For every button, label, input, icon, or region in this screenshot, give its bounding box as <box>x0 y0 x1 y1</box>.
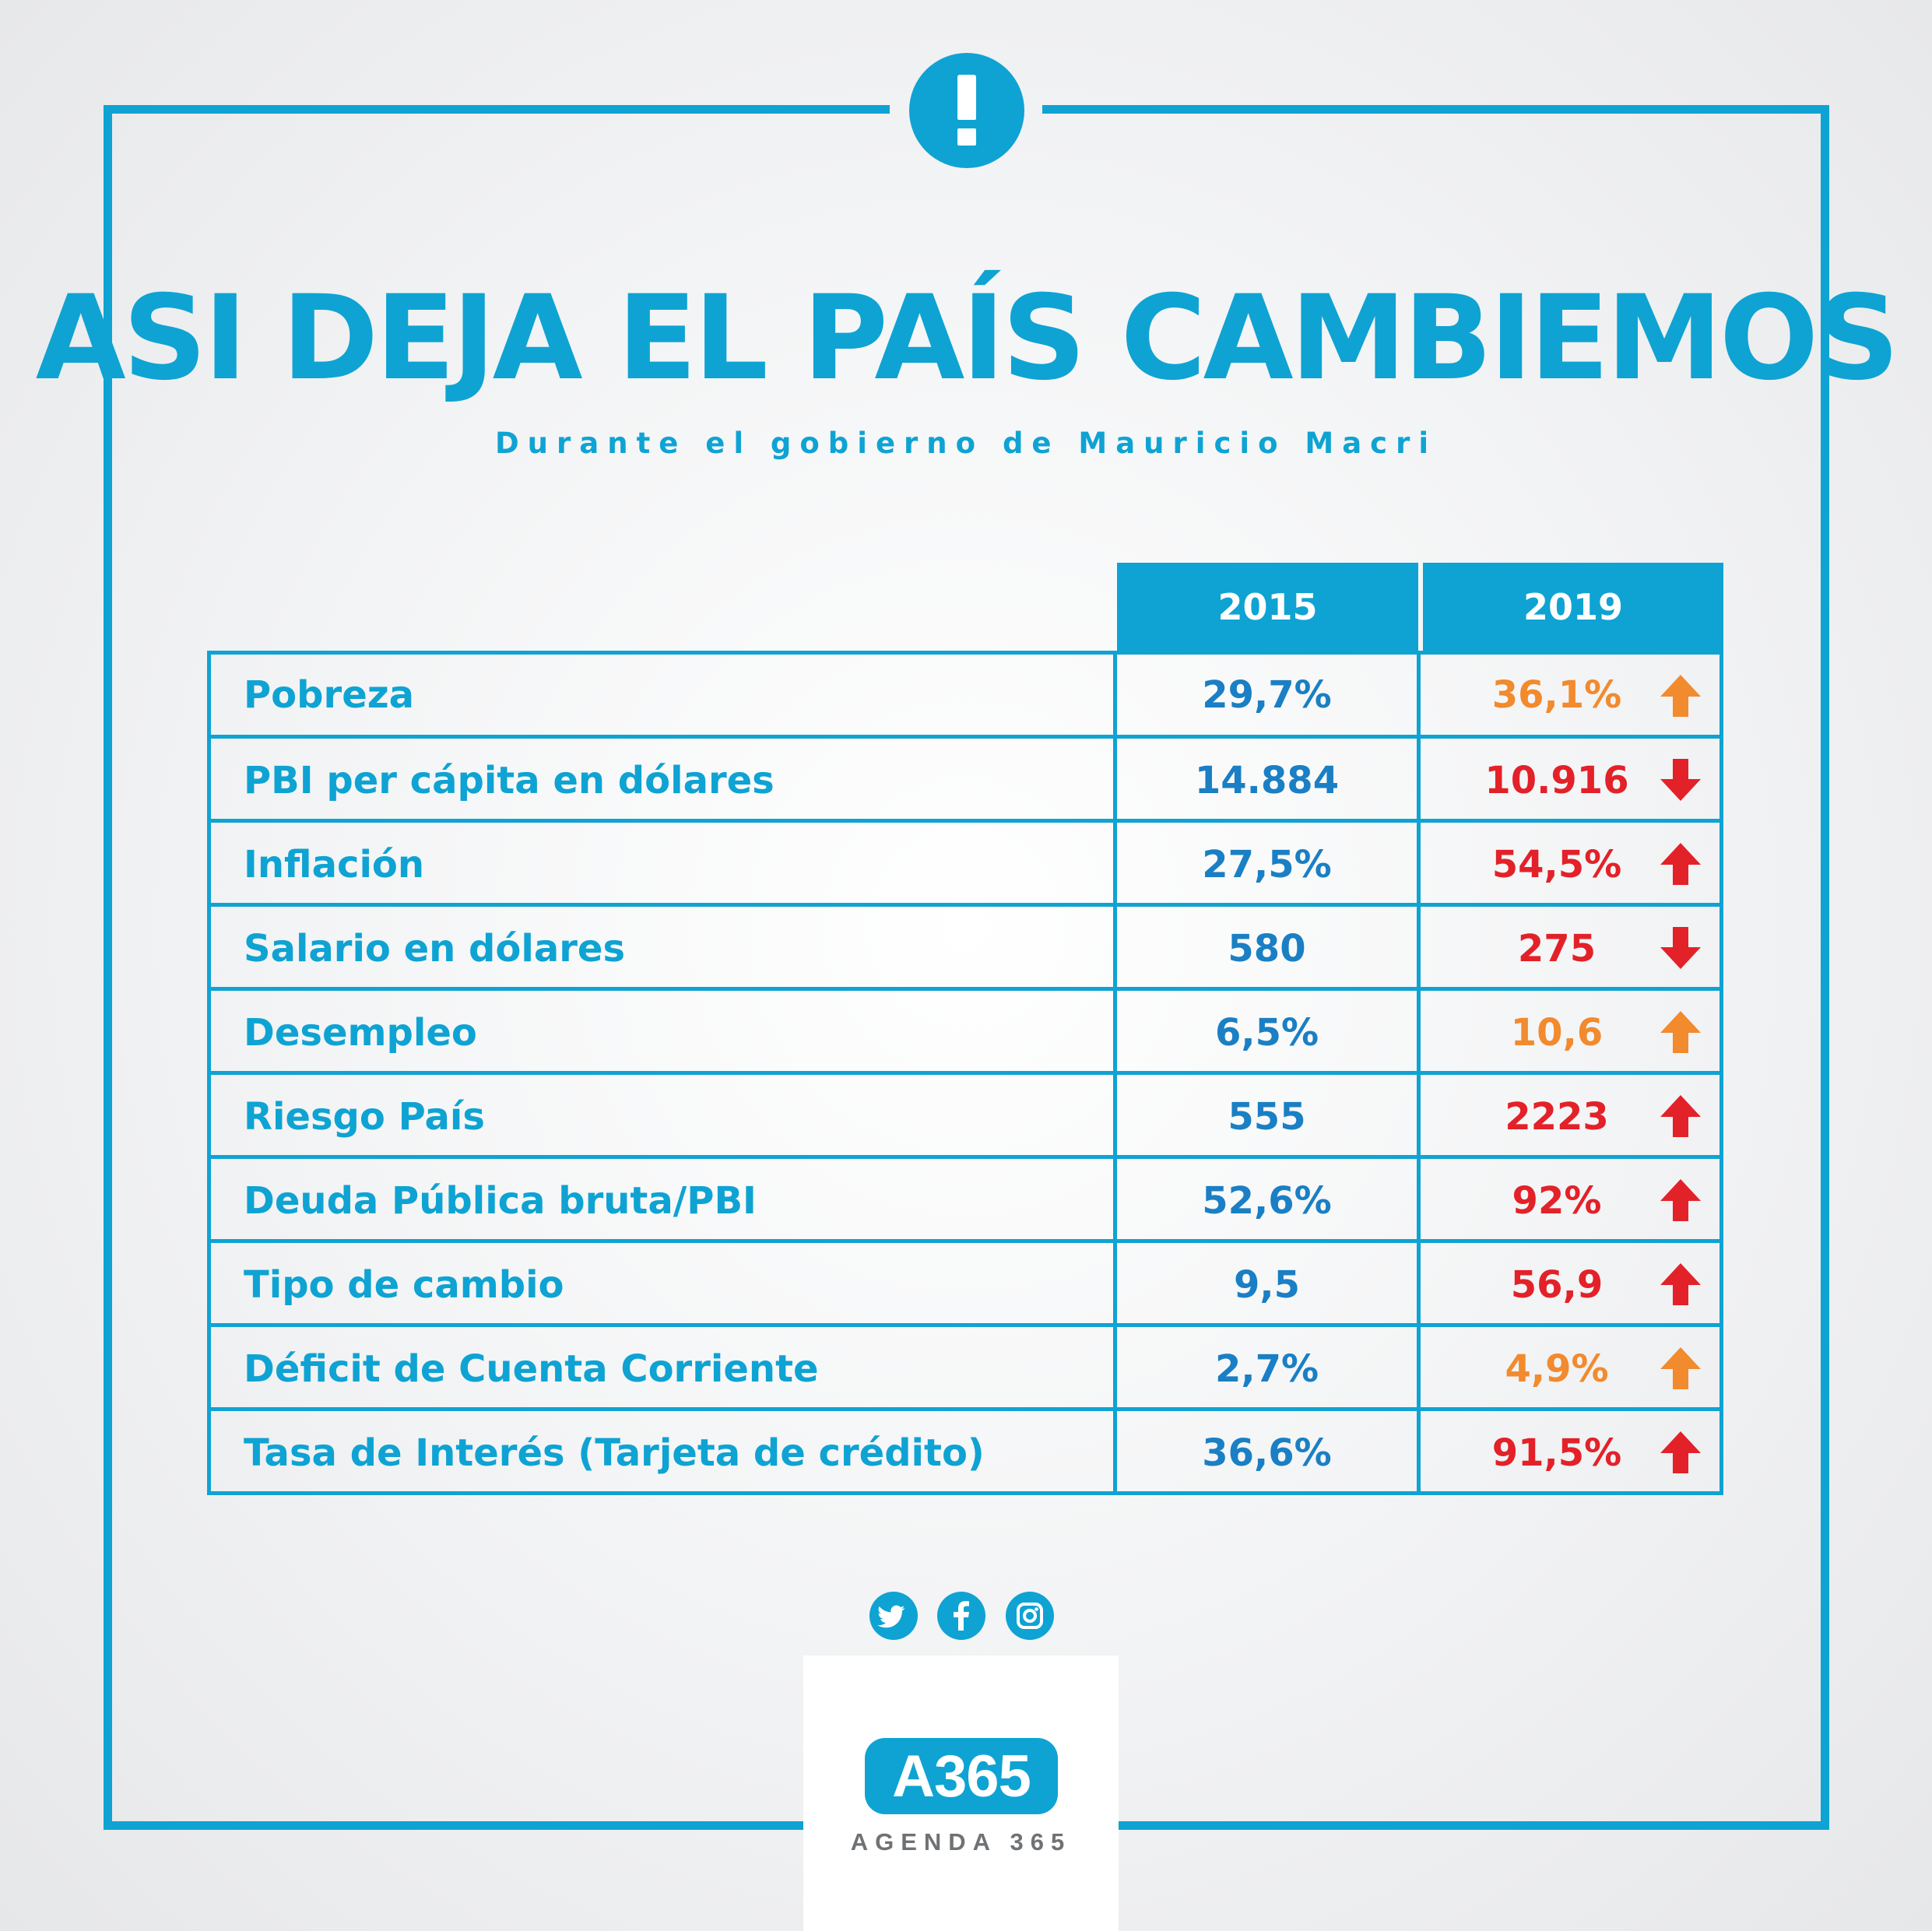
exclamation-icon <box>909 53 1024 168</box>
value-2019-cell: 36,1% <box>1421 655 1719 735</box>
twitter-icon[interactable] <box>869 1592 918 1640</box>
value-2015: 52,6% <box>1117 1159 1421 1243</box>
row-label: Tasa de Interés (Tarjeta de crédito) <box>211 1411 1117 1495</box>
row-label: Tipo de cambio <box>211 1243 1117 1327</box>
value-2019-cell: 10.916 <box>1421 739 1719 823</box>
value-2019: 92% <box>1512 1179 1602 1223</box>
value-2019: 36,1% <box>1491 672 1622 717</box>
value-2015: 36,6% <box>1117 1411 1421 1495</box>
value-2015: 580 <box>1117 907 1421 991</box>
arrow-down-icon <box>1660 759 1701 801</box>
value-2019: 4,9% <box>1505 1347 1609 1391</box>
row-label: Deuda Pública bruta/PBI <box>211 1159 1117 1243</box>
arrow-up-icon <box>1660 1011 1701 1053</box>
frame-right <box>1821 105 1829 1830</box>
frame-top-right <box>1042 105 1829 114</box>
table-row: Deuda Pública bruta/PBI 52,6% 92% <box>211 1155 1719 1243</box>
value-2019-cell: 54,5% <box>1421 823 1719 907</box>
value-2019-cell: 92% <box>1421 1159 1719 1243</box>
value-2019-cell: 10,6 <box>1421 991 1719 1075</box>
value-2015: 2,7% <box>1117 1327 1421 1411</box>
frame-bottom-right <box>1119 1821 1829 1830</box>
table-row: Riesgo País 555 2223 <box>211 1071 1719 1159</box>
column-header-2019: 2019 <box>1423 563 1723 651</box>
value-2015: 14.884 <box>1117 739 1421 823</box>
value-2019: 275 <box>1517 927 1597 971</box>
table-row: Pobreza 29,7% 36,1% <box>211 655 1719 735</box>
value-2015: 27,5% <box>1117 823 1421 907</box>
arrow-up-icon <box>1660 1263 1701 1305</box>
facebook-icon[interactable] <box>937 1592 985 1640</box>
value-2019: 54,5% <box>1491 843 1622 887</box>
frame-left <box>104 105 112 1830</box>
row-label: Desempleo <box>211 991 1117 1075</box>
row-label: Riesgo País <box>211 1075 1117 1159</box>
arrow-down-icon <box>1660 927 1701 969</box>
value-2019: 10,6 <box>1510 1011 1604 1055</box>
value-2019: 2223 <box>1505 1095 1609 1139</box>
value-2019-cell: 4,9% <box>1421 1327 1719 1411</box>
value-2015: 29,7% <box>1117 655 1421 735</box>
value-2019: 91,5% <box>1491 1431 1622 1475</box>
arrow-up-icon <box>1660 675 1701 717</box>
row-label: PBI per cápita en dólares <box>211 739 1117 823</box>
arrow-up-icon <box>1660 1179 1701 1221</box>
value-2019-cell: 56,9 <box>1421 1243 1719 1327</box>
value-2015: 9,5 <box>1117 1243 1421 1327</box>
logo-mark: A365 <box>865 1738 1058 1814</box>
logo-name: AGENDA 365 <box>850 1828 1072 1856</box>
arrow-up-icon <box>1660 1347 1701 1389</box>
page-title: ASI DEJA EL PAÍS CAMBIEMOS <box>35 271 1900 406</box>
row-label: Inflación <box>211 823 1117 907</box>
row-label: Salario en dólares <box>211 907 1117 991</box>
row-label: Déficit de Cuenta Corriente <box>211 1327 1117 1411</box>
brand-logo: A365 AGENDA 365 <box>803 1655 1119 1931</box>
table-row: PBI per cápita en dólares 14.884 10.916 <box>211 735 1719 823</box>
value-2015: 6,5% <box>1117 991 1421 1075</box>
table-row: Inflación 27,5% 54,5% <box>211 819 1719 907</box>
social-links <box>0 1590 1932 1641</box>
table-row: Desempleo 6,5% 10,6 <box>211 987 1719 1075</box>
table-body: Pobreza 29,7% 36,1% PBI per cápita en dólar… <box>207 651 1723 1495</box>
value-2019-cell: 2223 <box>1421 1075 1719 1159</box>
column-header-2015: 2015 <box>1117 563 1418 651</box>
arrow-up-icon <box>1660 1095 1701 1137</box>
value-2019: 10.916 <box>1484 759 1629 802</box>
value-2019-cell: 275 <box>1421 907 1719 991</box>
instagram-icon[interactable] <box>1006 1592 1054 1640</box>
table-row: Tipo de cambio 9,5 56,9 <box>211 1239 1719 1327</box>
value-2015: 555 <box>1117 1075 1421 1159</box>
table-row: Déficit de Cuenta Corriente 2,7% 4,9% <box>211 1323 1719 1411</box>
table-row: Salario en dólares 580 275 <box>211 903 1719 991</box>
arrow-up-icon <box>1660 843 1701 885</box>
value-2019: 56,9 <box>1510 1263 1604 1307</box>
row-label: Pobreza <box>211 655 1117 735</box>
frame-top-left <box>104 105 890 114</box>
frame-bottom-left <box>104 1821 803 1830</box>
value-2019-cell: 91,5% <box>1421 1411 1719 1495</box>
page-subtitle: Durante el gobierno de Mauricio Macri <box>494 427 1438 460</box>
table-row: Tasa de Interés (Tarjeta de crédito) 36,6… <box>211 1407 1719 1495</box>
arrow-up-icon <box>1660 1431 1701 1473</box>
